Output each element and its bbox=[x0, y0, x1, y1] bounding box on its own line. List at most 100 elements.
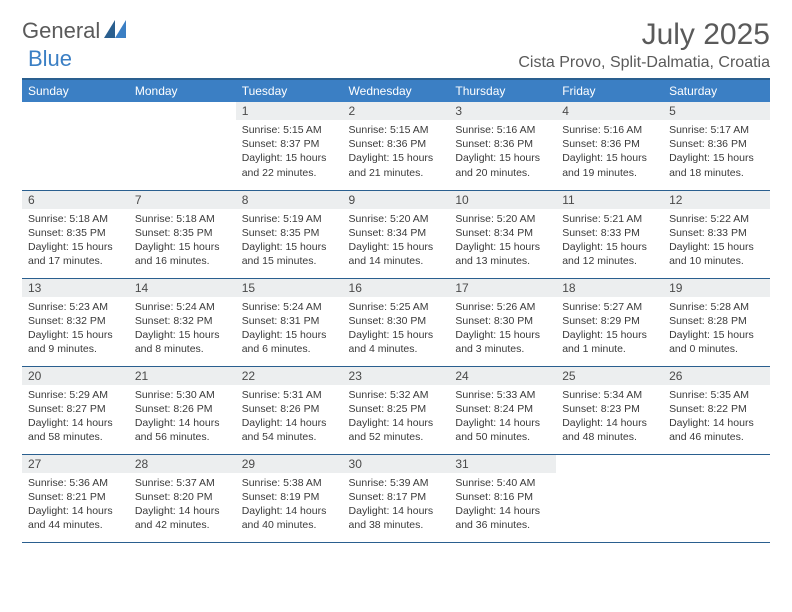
daylight-text-2: and 38 minutes. bbox=[349, 518, 444, 532]
daylight-text-1: Daylight: 15 hours bbox=[562, 328, 657, 342]
day-number: 16 bbox=[343, 279, 450, 297]
daylight-text-1: Daylight: 15 hours bbox=[669, 151, 764, 165]
daylight-text-1: Daylight: 15 hours bbox=[349, 151, 444, 165]
day-content: Sunrise: 5:31 AMSunset: 8:26 PMDaylight:… bbox=[236, 385, 343, 451]
sunset-text: Sunset: 8:29 PM bbox=[562, 314, 657, 328]
weekday-header: Tuesday bbox=[236, 79, 343, 102]
day-content: Sunrise: 5:15 AMSunset: 8:37 PMDaylight:… bbox=[236, 120, 343, 186]
calendar-day-cell: 6Sunrise: 5:18 AMSunset: 8:35 PMDaylight… bbox=[22, 190, 129, 278]
logo-mark-icon bbox=[104, 20, 126, 43]
calendar-day-cell: 23Sunrise: 5:32 AMSunset: 8:25 PMDayligh… bbox=[343, 366, 450, 454]
daylight-text-1: Daylight: 15 hours bbox=[562, 151, 657, 165]
calendar-day-cell: .. bbox=[556, 454, 663, 542]
day-content: Sunrise: 5:20 AMSunset: 8:34 PMDaylight:… bbox=[449, 209, 556, 275]
calendar-day-cell: 28Sunrise: 5:37 AMSunset: 8:20 PMDayligh… bbox=[129, 454, 236, 542]
day-content: Sunrise: 5:36 AMSunset: 8:21 PMDaylight:… bbox=[22, 473, 129, 539]
day-number: 4 bbox=[556, 102, 663, 120]
calendar-day-cell: 22Sunrise: 5:31 AMSunset: 8:26 PMDayligh… bbox=[236, 366, 343, 454]
calendar-week-row: 6Sunrise: 5:18 AMSunset: 8:35 PMDaylight… bbox=[22, 190, 770, 278]
daylight-text-2: and 16 minutes. bbox=[135, 254, 230, 268]
daylight-text-2: and 10 minutes. bbox=[669, 254, 764, 268]
sunrise-text: Sunrise: 5:35 AM bbox=[669, 388, 764, 402]
sunrise-text: Sunrise: 5:33 AM bbox=[455, 388, 550, 402]
sunset-text: Sunset: 8:35 PM bbox=[135, 226, 230, 240]
sunset-text: Sunset: 8:26 PM bbox=[242, 402, 337, 416]
sunrise-text: Sunrise: 5:36 AM bbox=[28, 476, 123, 490]
day-content: Sunrise: 5:16 AMSunset: 8:36 PMDaylight:… bbox=[449, 120, 556, 186]
day-number: 13 bbox=[22, 279, 129, 297]
month-title: July 2025 bbox=[518, 18, 770, 52]
calendar-day-cell: 2Sunrise: 5:15 AMSunset: 8:36 PMDaylight… bbox=[343, 102, 450, 190]
sunrise-text: Sunrise: 5:40 AM bbox=[455, 476, 550, 490]
sunset-text: Sunset: 8:24 PM bbox=[455, 402, 550, 416]
day-number: 18 bbox=[556, 279, 663, 297]
location-text: Cista Provo, Split-Dalmatia, Croatia bbox=[518, 54, 770, 72]
sunrise-text: Sunrise: 5:16 AM bbox=[455, 123, 550, 137]
day-number: 14 bbox=[129, 279, 236, 297]
calendar-day-cell: 13Sunrise: 5:23 AMSunset: 8:32 PMDayligh… bbox=[22, 278, 129, 366]
daylight-text-1: Daylight: 15 hours bbox=[455, 151, 550, 165]
calendar-day-cell: 11Sunrise: 5:21 AMSunset: 8:33 PMDayligh… bbox=[556, 190, 663, 278]
sunset-text: Sunset: 8:36 PM bbox=[349, 137, 444, 151]
sunrise-text: Sunrise: 5:23 AM bbox=[28, 300, 123, 314]
daylight-text-2: and 46 minutes. bbox=[669, 430, 764, 444]
sunrise-text: Sunrise: 5:30 AM bbox=[135, 388, 230, 402]
calendar-day-cell: 10Sunrise: 5:20 AMSunset: 8:34 PMDayligh… bbox=[449, 190, 556, 278]
logo-text-general: General bbox=[22, 18, 100, 44]
day-number: 20 bbox=[22, 367, 129, 385]
daylight-text-2: and 13 minutes. bbox=[455, 254, 550, 268]
sunset-text: Sunset: 8:34 PM bbox=[349, 226, 444, 240]
sunset-text: Sunset: 8:23 PM bbox=[562, 402, 657, 416]
daylight-text-2: and 17 minutes. bbox=[28, 254, 123, 268]
sunset-text: Sunset: 8:36 PM bbox=[455, 137, 550, 151]
calendar-day-cell: 16Sunrise: 5:25 AMSunset: 8:30 PMDayligh… bbox=[343, 278, 450, 366]
daylight-text-1: Daylight: 14 hours bbox=[669, 416, 764, 430]
daylight-text-2: and 21 minutes. bbox=[349, 166, 444, 180]
calendar-week-row: ....1Sunrise: 5:15 AMSunset: 8:37 PMDayl… bbox=[22, 102, 770, 190]
sunrise-text: Sunrise: 5:37 AM bbox=[135, 476, 230, 490]
daylight-text-1: Daylight: 15 hours bbox=[135, 328, 230, 342]
daylight-text-1: Daylight: 14 hours bbox=[28, 504, 123, 518]
daylight-text-2: and 15 minutes. bbox=[242, 254, 337, 268]
calendar-body: ....1Sunrise: 5:15 AMSunset: 8:37 PMDayl… bbox=[22, 102, 770, 542]
calendar-day-cell: 3Sunrise: 5:16 AMSunset: 8:36 PMDaylight… bbox=[449, 102, 556, 190]
day-content: Sunrise: 5:24 AMSunset: 8:32 PMDaylight:… bbox=[129, 297, 236, 363]
calendar-day-cell: 20Sunrise: 5:29 AMSunset: 8:27 PMDayligh… bbox=[22, 366, 129, 454]
daylight-text-1: Daylight: 14 hours bbox=[349, 504, 444, 518]
day-number: 21 bbox=[129, 367, 236, 385]
weekday-header: Saturday bbox=[663, 79, 770, 102]
daylight-text-1: Daylight: 14 hours bbox=[135, 416, 230, 430]
day-number: 27 bbox=[22, 455, 129, 473]
weekday-header: Friday bbox=[556, 79, 663, 102]
daylight-text-1: Daylight: 15 hours bbox=[669, 328, 764, 342]
day-number: 24 bbox=[449, 367, 556, 385]
daylight-text-1: Daylight: 15 hours bbox=[455, 240, 550, 254]
logo: General bbox=[22, 18, 130, 44]
daylight-text-1: Daylight: 14 hours bbox=[349, 416, 444, 430]
day-content: Sunrise: 5:30 AMSunset: 8:26 PMDaylight:… bbox=[129, 385, 236, 451]
sunrise-text: Sunrise: 5:18 AM bbox=[135, 212, 230, 226]
day-number: 23 bbox=[343, 367, 450, 385]
sunset-text: Sunset: 8:27 PM bbox=[28, 402, 123, 416]
sunrise-text: Sunrise: 5:25 AM bbox=[349, 300, 444, 314]
logo-text-blue: Blue bbox=[28, 46, 72, 71]
sunrise-text: Sunrise: 5:19 AM bbox=[242, 212, 337, 226]
day-content: Sunrise: 5:28 AMSunset: 8:28 PMDaylight:… bbox=[663, 297, 770, 363]
day-content: Sunrise: 5:20 AMSunset: 8:34 PMDaylight:… bbox=[343, 209, 450, 275]
daylight-text-2: and 54 minutes. bbox=[242, 430, 337, 444]
header: General July 2025 Cista Provo, Split-Dal… bbox=[22, 18, 770, 72]
calendar-day-cell: 27Sunrise: 5:36 AMSunset: 8:21 PMDayligh… bbox=[22, 454, 129, 542]
day-number: 15 bbox=[236, 279, 343, 297]
sunrise-text: Sunrise: 5:26 AM bbox=[455, 300, 550, 314]
calendar-day-cell: 5Sunrise: 5:17 AMSunset: 8:36 PMDaylight… bbox=[663, 102, 770, 190]
sunrise-text: Sunrise: 5:24 AM bbox=[242, 300, 337, 314]
sunset-text: Sunset: 8:26 PM bbox=[135, 402, 230, 416]
sunrise-text: Sunrise: 5:29 AM bbox=[28, 388, 123, 402]
daylight-text-2: and 12 minutes. bbox=[562, 254, 657, 268]
calendar-day-cell: 4Sunrise: 5:16 AMSunset: 8:36 PMDaylight… bbox=[556, 102, 663, 190]
sunrise-text: Sunrise: 5:15 AM bbox=[242, 123, 337, 137]
day-content: Sunrise: 5:16 AMSunset: 8:36 PMDaylight:… bbox=[556, 120, 663, 186]
sunrise-text: Sunrise: 5:38 AM bbox=[242, 476, 337, 490]
day-number: 30 bbox=[343, 455, 450, 473]
sunrise-text: Sunrise: 5:27 AM bbox=[562, 300, 657, 314]
